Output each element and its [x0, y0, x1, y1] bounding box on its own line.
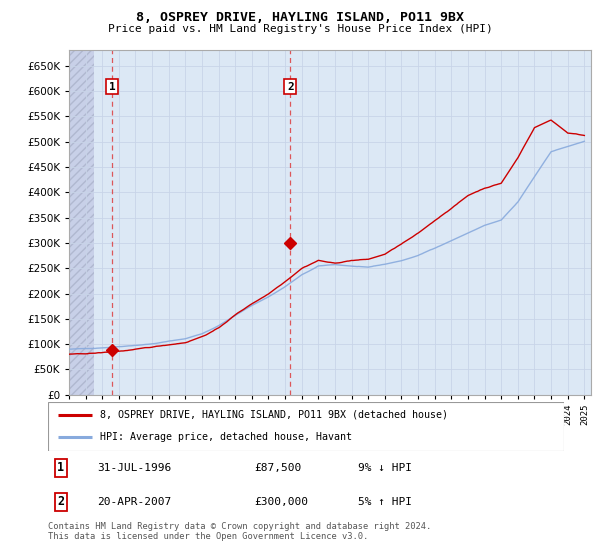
- Text: 8, OSPREY DRIVE, HAYLING ISLAND, PO11 9BX: 8, OSPREY DRIVE, HAYLING ISLAND, PO11 9B…: [136, 11, 464, 24]
- Text: Price paid vs. HM Land Registry's House Price Index (HPI): Price paid vs. HM Land Registry's House …: [107, 24, 493, 34]
- Text: 2: 2: [58, 496, 64, 508]
- Text: 9% ↓ HPI: 9% ↓ HPI: [358, 463, 412, 473]
- Text: 5% ↑ HPI: 5% ↑ HPI: [358, 497, 412, 507]
- Text: 1: 1: [58, 461, 64, 474]
- Text: 2: 2: [287, 82, 293, 92]
- Text: Contains HM Land Registry data © Crown copyright and database right 2024.
This d: Contains HM Land Registry data © Crown c…: [48, 522, 431, 542]
- Text: 31-JUL-1996: 31-JUL-1996: [97, 463, 171, 473]
- Bar: [69, 50, 94, 395]
- Text: HPI: Average price, detached house, Havant: HPI: Average price, detached house, Hava…: [100, 432, 352, 442]
- Text: 20-APR-2007: 20-APR-2007: [97, 497, 171, 507]
- Text: £300,000: £300,000: [254, 497, 308, 507]
- Text: £87,500: £87,500: [254, 463, 302, 473]
- Text: 1: 1: [109, 82, 115, 92]
- Text: 8, OSPREY DRIVE, HAYLING ISLAND, PO11 9BX (detached house): 8, OSPREY DRIVE, HAYLING ISLAND, PO11 9B…: [100, 410, 448, 420]
- FancyBboxPatch shape: [48, 402, 564, 451]
